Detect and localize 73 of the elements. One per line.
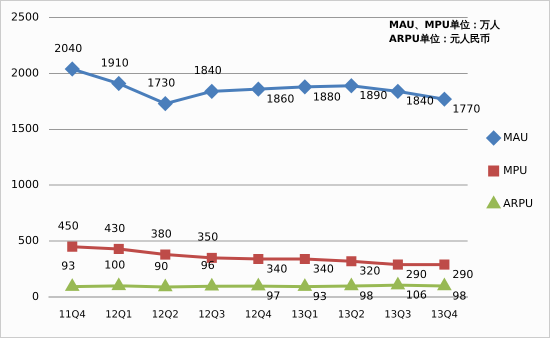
y-tick-label: 1500	[10, 122, 39, 136]
point	[66, 280, 79, 291]
data-label: 90	[154, 260, 168, 273]
point	[160, 249, 170, 260]
x-tick-label: 13Q1	[291, 310, 318, 321]
point	[112, 76, 126, 91]
point	[344, 78, 358, 93]
point	[204, 84, 219, 98]
data-label: 380	[150, 227, 172, 240]
point	[300, 254, 310, 264]
y-tick-label: 1000	[10, 178, 39, 192]
data-label: 290	[452, 268, 474, 281]
x-tick-label: 12Q3	[198, 310, 226, 321]
point	[437, 92, 452, 106]
x-tick-label: 13Q2	[338, 310, 365, 321]
data-label: 1840	[406, 94, 434, 108]
data-label: 100	[104, 258, 126, 272]
point	[438, 279, 451, 290]
data-label: 450	[58, 220, 79, 233]
point	[252, 279, 265, 290]
point	[346, 256, 356, 266]
point	[439, 260, 450, 270]
x-tick-label: 13Q4	[430, 310, 458, 321]
data-label: 98	[359, 289, 374, 302]
point	[112, 278, 126, 290]
annotation: MAU、MPU单位：万人	[389, 19, 500, 33]
data-label: 340	[266, 262, 288, 276]
data-label: 1860	[266, 92, 294, 106]
x-tick-label: 11Q4	[58, 310, 86, 321]
data-label: 93	[312, 290, 327, 303]
data-label: 430	[104, 222, 126, 235]
x-tick-label: 12Q1	[105, 310, 132, 321]
annotation: ARPU单位：元人民币	[389, 33, 491, 47]
data-label: 1770	[452, 102, 480, 116]
y-tick-label: 500	[18, 234, 39, 247]
point	[298, 80, 312, 94]
legend-label: MPU	[503, 164, 528, 177]
y-tick-label: 2500	[10, 10, 39, 24]
point	[390, 84, 405, 98]
x-tick-label: 13Q3	[384, 310, 412, 321]
point	[392, 278, 404, 290]
point	[159, 280, 172, 292]
data-label: 1890	[359, 89, 388, 102]
data-label: 350	[197, 230, 218, 244]
point	[114, 244, 124, 254]
point	[206, 279, 218, 291]
data-label: 98	[452, 289, 466, 302]
data-label: 2040	[54, 42, 82, 55]
legend-label: MAU	[503, 130, 528, 144]
data-label: 340	[312, 262, 334, 276]
point	[298, 280, 312, 291]
y-tick-label: 2000	[10, 66, 39, 80]
point	[67, 242, 78, 252]
data-label: 1910	[100, 56, 129, 70]
point	[251, 82, 266, 96]
data-label: 1840	[194, 64, 222, 78]
data-label: 93	[61, 259, 76, 272]
legend-label: ARPU	[503, 196, 534, 210]
y-tick-label: 0	[32, 290, 39, 303]
point	[65, 62, 80, 76]
data-label: 290	[406, 268, 427, 281]
x-tick-label: 12Q2	[152, 310, 179, 321]
x-tick-label: 12Q4	[244, 310, 272, 321]
point	[253, 254, 264, 264]
data-label: 97	[266, 290, 280, 303]
data-label: 96	[200, 259, 215, 272]
data-label: 106	[406, 288, 427, 302]
data-label: 1730	[147, 76, 176, 90]
data-label: 1880	[312, 90, 341, 104]
point	[158, 96, 172, 111]
point	[392, 260, 403, 270]
point	[345, 279, 358, 290]
data-label: 320	[359, 264, 380, 278]
